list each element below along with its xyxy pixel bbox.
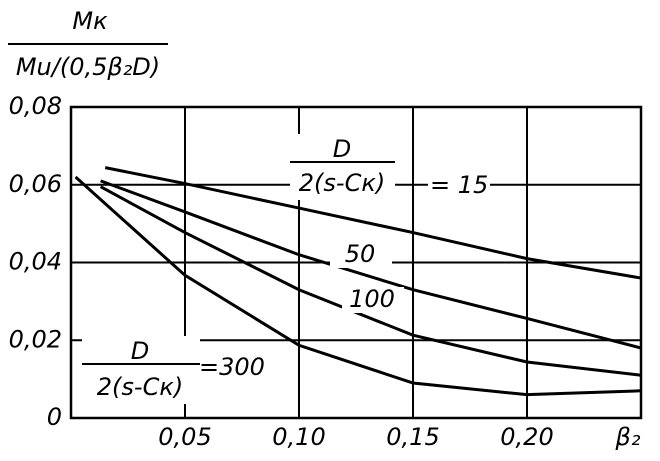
series-line	[74, 175, 642, 397]
y-tick-label: 0,04	[9, 248, 62, 276]
series-label: =300	[199, 353, 265, 381]
y-tick-label: 0	[47, 403, 62, 431]
annotation-denominator: 2(s-Cк)	[299, 169, 385, 197]
x-label: β₂	[615, 423, 641, 451]
y-tick-label: 0,02	[9, 325, 62, 353]
label-bg	[428, 173, 490, 199]
label-bg	[330, 242, 392, 268]
series-line	[104, 166, 642, 280]
series-line	[100, 179, 642, 350]
plot-frame	[69, 105, 643, 420]
x-tick-label: 0,15	[386, 423, 439, 451]
y-label-denominator: Mu/(0,5β₂D)	[16, 53, 160, 81]
label-bg	[82, 336, 200, 404]
y-tick-label: 0,08	[9, 92, 62, 120]
label-bg	[290, 134, 395, 200]
annotation-numerator: D	[333, 135, 351, 163]
annotation-numerator: D	[131, 337, 149, 365]
label-bg	[342, 287, 404, 313]
series-label: 50	[345, 240, 376, 268]
label-bg	[202, 355, 264, 381]
x-tick-label: 0,05	[158, 423, 211, 451]
y-label-numerator: Mк	[72, 7, 108, 35]
series-label: 100	[349, 285, 395, 313]
x-tick-label: 0,20	[500, 423, 553, 451]
y-tick-label: 0,06	[9, 170, 62, 198]
annotation-denominator: 2(s-Cк)	[97, 373, 183, 401]
series-label: = 15	[430, 171, 488, 199]
x-tick-label: 0,10	[272, 423, 325, 451]
